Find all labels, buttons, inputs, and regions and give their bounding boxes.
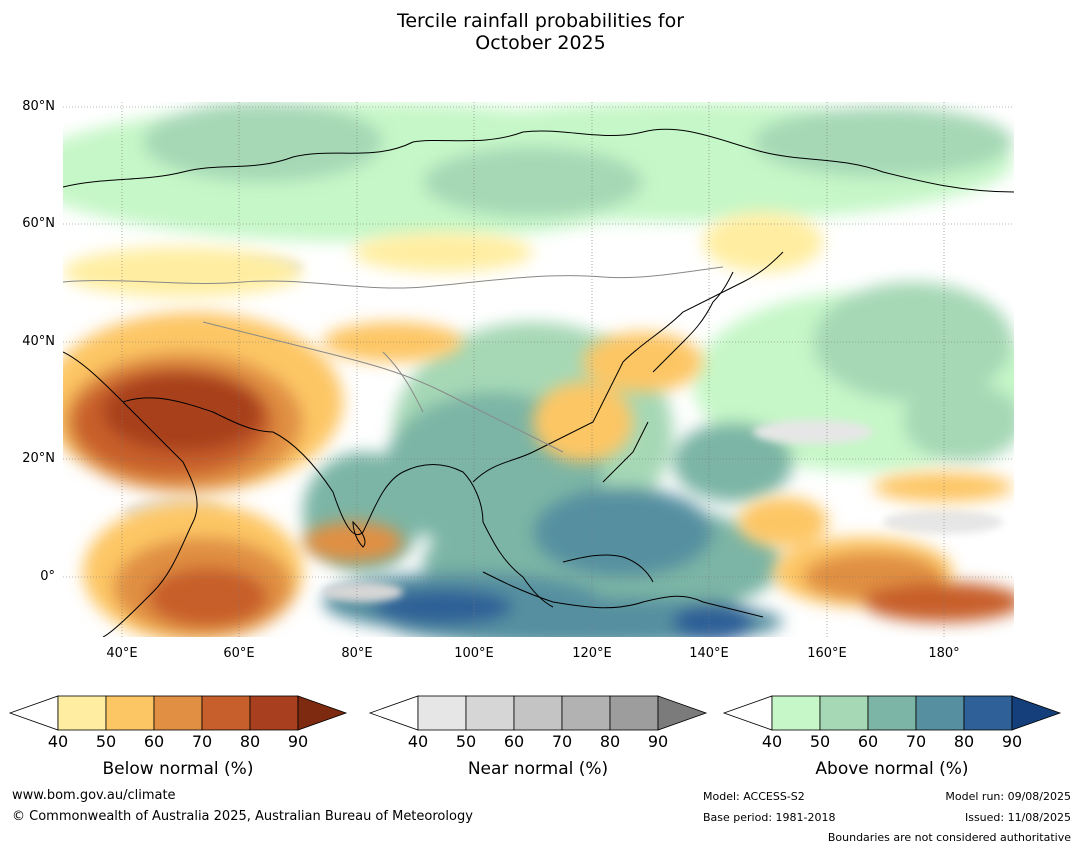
legend-above-title: Above normal (%) xyxy=(815,759,969,779)
legend-above-min-extension xyxy=(722,695,773,731)
legend-above-swatch-2 xyxy=(819,695,869,731)
legend-near-swatch-4 xyxy=(561,695,611,731)
legend-below-title: Below normal (%) xyxy=(102,759,254,779)
below-normal-regions xyxy=(63,212,1014,637)
legend-below-normal xyxy=(8,695,348,731)
legend-near-tick: 80 xyxy=(599,732,621,751)
legend-near-swatch-2 xyxy=(465,695,515,731)
legend-above-tick: 80 xyxy=(953,732,975,751)
legend-below-tick: 60 xyxy=(143,732,165,751)
legend-near-swatch-1 xyxy=(417,695,467,731)
title-line-1: Tercile rainfall probabilities for xyxy=(396,10,685,32)
legend-below-swatch-4 xyxy=(201,695,251,731)
legend-above-tick: 60 xyxy=(857,732,879,751)
legend-below-min-extension xyxy=(8,695,59,731)
legend-near-swatch-5 xyxy=(609,695,659,731)
legend-below-swatch-2 xyxy=(105,695,155,731)
legend-near-colorbar xyxy=(368,695,708,731)
rainfall-probability-map xyxy=(63,102,1014,637)
legend-below-tick: 50 xyxy=(95,732,117,751)
lat-label-40n: 40°N xyxy=(22,334,55,349)
legend-near-tick: 70 xyxy=(551,732,573,751)
legend-near-max-extension xyxy=(657,695,708,731)
legend-below-tick: 40 xyxy=(47,732,69,751)
lon-label-180: 180° xyxy=(928,646,960,661)
base-period: Base period: 1981-2018 xyxy=(703,811,836,824)
legend-near-tick: 60 xyxy=(503,732,525,751)
legend-below-tick: 80 xyxy=(239,732,261,751)
lon-label-80e: 80°E xyxy=(341,646,373,661)
legend-near-tick: 90 xyxy=(647,732,669,751)
lat-label-20n: 20°N xyxy=(22,451,55,466)
legend-above-swatch-3 xyxy=(867,695,917,731)
legend-near-title: Near normal (%) xyxy=(467,759,609,779)
copyright-text: © Commonwealth of Australia 2025, Austra… xyxy=(12,809,473,824)
graticule xyxy=(63,102,1014,637)
boundaries-disclaimer: Boundaries are not considered authoritat… xyxy=(827,831,1071,844)
lon-label-100e: 100°E xyxy=(454,646,494,661)
lon-label-160e: 160°E xyxy=(807,646,847,661)
legend-below-colorbar xyxy=(8,695,348,731)
legend-near-tick: 40 xyxy=(407,732,429,751)
legend-above-max-extension xyxy=(1011,695,1062,731)
legend-below-tick: 90 xyxy=(287,732,309,751)
lat-label-80n: 80°N xyxy=(22,99,55,114)
lat-label-0: 0° xyxy=(40,569,55,584)
legend-below-tick: 70 xyxy=(191,732,213,751)
legend-above-swatch-4 xyxy=(915,695,965,731)
lat-label-60n: 60°N xyxy=(22,216,55,231)
map-title: Tercile rainfall probabilities for Octob… xyxy=(0,10,1081,54)
legend-above-tick: 70 xyxy=(905,732,927,751)
legend-near-swatch-3 xyxy=(513,695,563,731)
legend-above-normal xyxy=(722,695,1062,731)
lon-label-60e: 60°E xyxy=(223,646,255,661)
legend-above-swatch-5 xyxy=(963,695,1013,731)
title-line-2: October 2025 xyxy=(475,32,606,54)
legend-below-max-extension xyxy=(297,695,348,731)
map-canvas xyxy=(63,102,1014,637)
legend-near-normal xyxy=(368,695,708,731)
legend-above-swatch-1 xyxy=(771,695,821,731)
legend-above-colorbar xyxy=(722,695,1062,731)
legend-below-swatch-1 xyxy=(57,695,107,731)
lon-label-40e: 40°E xyxy=(106,646,138,661)
model-run-date: Model run: 09/08/2025 xyxy=(945,790,1071,803)
coastlines xyxy=(63,128,1014,637)
legend-above-tick: 40 xyxy=(761,732,783,751)
website-link[interactable]: www.bom.gov.au/climate xyxy=(12,788,176,803)
legend-near-min-extension xyxy=(368,695,419,731)
country-borders xyxy=(63,266,724,453)
issued-date: Issued: 11/08/2025 xyxy=(964,811,1071,824)
model-name: Model: ACCESS-S2 xyxy=(703,790,805,803)
legend-below-swatch-5 xyxy=(249,695,299,731)
legend-above-tick: 50 xyxy=(809,732,831,751)
legend-below-swatch-3 xyxy=(153,695,203,731)
lon-label-120e: 120°E xyxy=(572,646,612,661)
lon-label-140e: 140°E xyxy=(689,646,729,661)
legend-above-tick: 90 xyxy=(1001,732,1023,751)
legend-near-tick: 50 xyxy=(455,732,477,751)
